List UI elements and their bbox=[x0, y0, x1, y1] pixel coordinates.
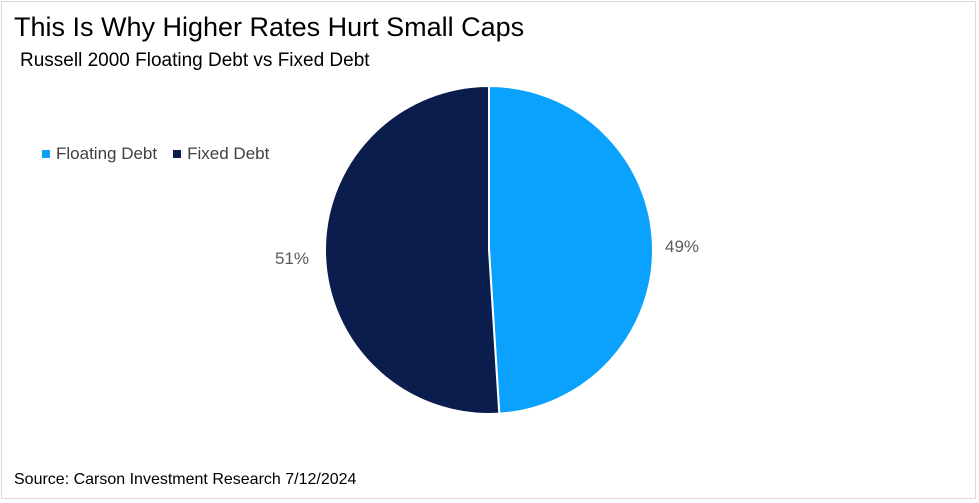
legend-swatch-floating-debt bbox=[42, 150, 50, 158]
data-label-floating-debt: 49% bbox=[665, 237, 699, 256]
chart-subtitle: Russell 2000 Floating Debt vs Fixed Debt bbox=[20, 50, 370, 71]
legend-label-fixed-debt: Fixed Debt bbox=[187, 144, 270, 163]
chart-title: This Is Why Higher Rates Hurt Small Caps bbox=[14, 12, 525, 42]
legend-item-floating-debt: Floating Debt bbox=[42, 144, 157, 164]
legend-label-floating-debt: Floating Debt bbox=[56, 144, 158, 163]
data-label-fixed-debt: 51% bbox=[275, 249, 309, 268]
legend-swatch-fixed-debt bbox=[173, 150, 182, 158]
source-note: Source: Carson Investment Research 7/12/… bbox=[14, 471, 357, 488]
pie-slice-fixed-debt bbox=[324, 84, 501, 415]
legend-item-fixed-debt: Fixed Debt bbox=[173, 144, 269, 164]
legend: Floating Debt Fixed Debt bbox=[42, 144, 285, 164]
pie-slice-floating-debt bbox=[488, 84, 654, 415]
